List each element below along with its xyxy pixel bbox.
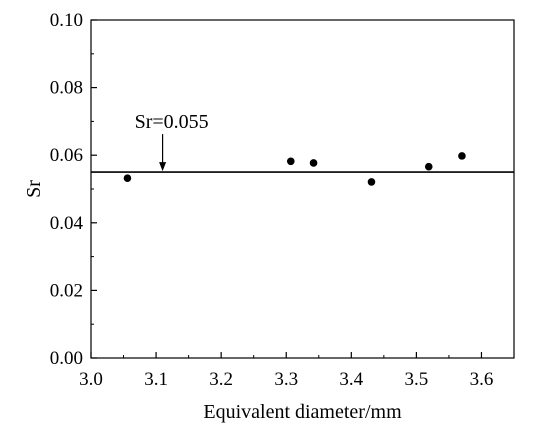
plot-frame bbox=[90, 19, 515, 359]
annotation: Sr=0.055 bbox=[135, 111, 209, 172]
x-axis-ticks: 3.0 3.1 3.2 3.3 3.4 3.5 3.6 bbox=[79, 352, 493, 390]
x-tick-label: 3.5 bbox=[405, 369, 429, 390]
annotation-label: Sr=0.055 bbox=[135, 111, 209, 133]
data-point bbox=[123, 174, 132, 182]
data-point bbox=[309, 159, 318, 167]
y-tick-label: 0.06 bbox=[50, 145, 83, 166]
y-tick-label: 0.08 bbox=[50, 78, 83, 99]
data-point bbox=[424, 162, 433, 171]
y-tick-label: 0.00 bbox=[50, 348, 83, 369]
data-point bbox=[286, 157, 295, 166]
y-axis-ticks: 0.00 0.02 0.04 0.06 0.08 0.10 bbox=[50, 10, 97, 369]
data-points bbox=[123, 152, 466, 186]
y-tick-label: 0.04 bbox=[50, 213, 84, 234]
x-tick-label: 3.1 bbox=[144, 369, 168, 390]
x-tick-label: 3.3 bbox=[274, 369, 298, 390]
data-point bbox=[458, 152, 466, 160]
y-axis-title: Sr bbox=[23, 180, 45, 198]
annotation-arrow-head bbox=[159, 162, 167, 172]
y-tick-label: 0.02 bbox=[50, 280, 83, 301]
x-tick-label: 3.6 bbox=[470, 369, 494, 390]
x-tick-label: 3.0 bbox=[79, 369, 103, 390]
x-axis-title: Equivalent diameter/mm bbox=[203, 401, 402, 423]
data-point bbox=[367, 178, 376, 186]
y-tick-label: 0.10 bbox=[50, 10, 83, 31]
x-tick-label: 3.2 bbox=[209, 369, 233, 390]
x-tick-label: 3.4 bbox=[339, 369, 363, 390]
